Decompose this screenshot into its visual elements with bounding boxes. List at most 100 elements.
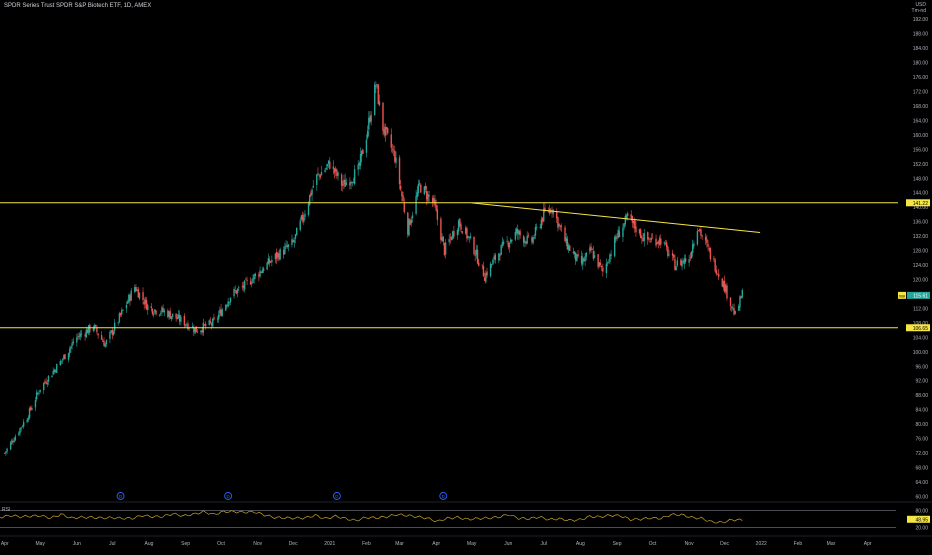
y-axis-tick-label: 168.00: [913, 104, 929, 110]
candle-body: [337, 173, 338, 176]
candle-body: [730, 298, 731, 307]
candle-body: [511, 240, 512, 241]
candle-body: [26, 420, 27, 423]
y-axis-tick-label: 100.00: [913, 350, 929, 356]
candle-body: [210, 321, 211, 323]
candle-body: [499, 255, 500, 256]
candle-body: [10, 442, 11, 449]
x-axis-tick-label: 2022: [756, 541, 767, 547]
candle-body: [48, 376, 49, 382]
y-axis-tick-label: 68.00: [915, 465, 928, 471]
y-axis-tick-label: 132.00: [913, 234, 929, 240]
x-axis-tick-label: Jun: [504, 541, 512, 547]
candle-body: [304, 214, 305, 217]
candle-body: [288, 245, 289, 247]
x-axis-tick-label: Sep: [613, 541, 622, 547]
candle-body: [486, 272, 487, 276]
horizontal-level-price-text: 141.22: [913, 201, 929, 207]
candle-body: [213, 317, 214, 319]
candle-body: [31, 408, 32, 410]
trendline: [472, 203, 760, 233]
candle-body: [425, 186, 426, 190]
horizontal-level-price-text: 106.65: [913, 326, 929, 332]
candle-body: [38, 393, 39, 394]
candle-body: [584, 256, 585, 261]
candle-body: [382, 103, 383, 131]
candle-body: [635, 227, 636, 233]
candle-body: [341, 175, 342, 186]
candle-body: [316, 174, 317, 185]
candle-body: [13, 440, 14, 442]
candle-body: [89, 325, 90, 332]
candle-body: [354, 169, 355, 184]
candle-body: [474, 255, 475, 256]
candle-body: [303, 217, 304, 222]
candle-body: [677, 260, 678, 265]
candle-body: [644, 233, 645, 241]
candle-body: [246, 280, 247, 281]
candle-body: [153, 314, 154, 315]
y-axis-tick-label: 136.00: [913, 220, 929, 226]
candle-body: [534, 237, 535, 238]
candle-body: [415, 196, 416, 214]
candle-body: [509, 243, 510, 247]
y-axis-tick-label: 188.00: [913, 32, 929, 38]
candle-body: [535, 227, 536, 236]
candle-body: [602, 268, 603, 272]
candle-body: [118, 322, 119, 323]
candle-body: [255, 274, 256, 276]
candle-body: [420, 185, 421, 193]
candle-body: [506, 241, 507, 242]
y-axis-tick-label: 192.00: [913, 17, 929, 23]
candle-body: [601, 266, 602, 267]
x-axis-tick-label: Apr: [432, 541, 440, 547]
x-axis-tick-label: Aug: [144, 541, 153, 547]
x-axis-tick-label: Jul: [109, 541, 115, 547]
candle-body: [230, 298, 231, 303]
candle-body: [245, 279, 246, 280]
candle-body: [718, 274, 719, 277]
candle-body: [627, 213, 628, 215]
candle-body: [557, 217, 558, 227]
candle-body: [147, 305, 148, 310]
y-axis-tick-label: 60.00: [915, 494, 928, 500]
candle-body: [291, 239, 292, 245]
y-axis-tick-label: 176.00: [913, 75, 929, 81]
x-axis-tick-label: Jul: [541, 541, 547, 547]
candle-body: [212, 319, 213, 327]
candle-body: [586, 253, 587, 257]
y-axis-tick-label: 72.00: [915, 451, 928, 457]
candle-body: [6, 449, 7, 452]
candle-body: [250, 281, 251, 284]
candle-body: [227, 301, 228, 306]
candle-body: [649, 241, 650, 242]
candle-body: [675, 266, 676, 270]
candle-body: [69, 349, 70, 353]
candle-body: [526, 236, 527, 243]
candle-body: [95, 325, 96, 326]
candle-body: [473, 237, 474, 254]
x-axis-tick-label: Jun: [73, 541, 81, 547]
candle-body: [411, 220, 412, 224]
candle-body: [392, 149, 393, 150]
candle-body: [327, 164, 328, 166]
candle-body: [610, 255, 611, 256]
candle-body: [391, 134, 392, 147]
y-axis-tick-label: 128.00: [913, 249, 929, 255]
candle-body: [71, 343, 72, 346]
candle-body: [39, 390, 40, 392]
candle-body: [536, 227, 537, 228]
candle-body: [68, 353, 69, 360]
candle-body: [159, 315, 160, 316]
candle-body: [402, 195, 403, 201]
candle-body: [427, 194, 428, 201]
candle-body: [641, 237, 642, 238]
candle-body: [362, 150, 363, 154]
candle-body: [126, 305, 127, 308]
candle-body: [184, 316, 185, 326]
y-axis-tick-label: 144.00: [913, 191, 929, 197]
candle-body: [300, 221, 301, 230]
chart-title: SPDR Series Trust SPDR S&P Biotech ETF, …: [4, 3, 151, 9]
